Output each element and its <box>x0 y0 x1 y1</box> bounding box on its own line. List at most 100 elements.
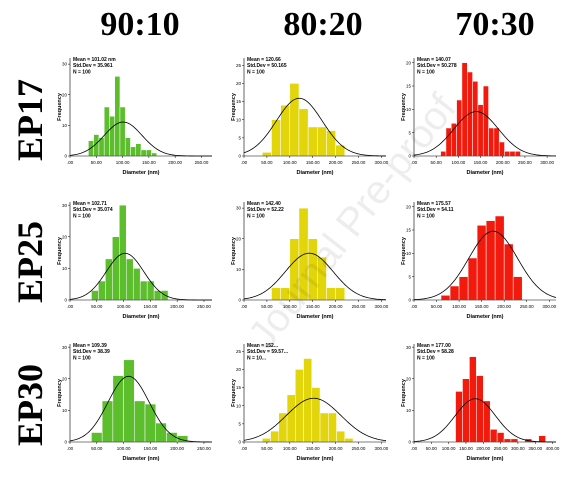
x-tick-label: 250.00 <box>195 160 209 165</box>
x-axis-title: Diameter (nm) <box>123 170 160 176</box>
x-tick-label: 250.00 <box>352 446 366 451</box>
histogram-panel: .00 50.00 100.00 150.00 200.00 250.00 300.00 0 5… <box>401 194 562 322</box>
x-tick-label: 300.00 <box>511 446 525 451</box>
y-tick-label: 5 <box>408 274 411 279</box>
y-tick-label: 15 <box>406 228 412 233</box>
x-tick-label: 50.00 <box>91 304 103 309</box>
histogram-bar <box>509 151 516 157</box>
histogram-svg: .00 50.00 100.00 150.00 200.00 250.00 300.00 0 5… <box>231 57 389 176</box>
y-tick-label: 0 <box>408 298 411 303</box>
x-tick-label: 200.00 <box>329 160 343 165</box>
stats-line: N = 100 <box>73 355 91 361</box>
histogram-bar <box>476 375 484 443</box>
x-tick-label: 150.00 <box>474 160 488 165</box>
y-tick-label: 20 <box>62 376 68 381</box>
x-tick-label: 150.00 <box>142 160 156 165</box>
y-tick-label: 30 <box>406 345 412 350</box>
stats-line: Std.Dev = 58.28 <box>417 349 454 355</box>
histogram-bar <box>317 126 327 157</box>
histogram-bar <box>483 400 491 443</box>
y-tick-label: 5 <box>238 421 241 426</box>
y-tick-label: 0 <box>64 298 67 303</box>
stats-line: N = 100 <box>417 69 435 75</box>
histogram-bar <box>462 378 470 443</box>
histogram-bar <box>124 137 131 157</box>
x-tick-label: 100.00 <box>117 446 131 451</box>
x-tick-label: 250.00 <box>197 446 211 451</box>
x-axis-title: Diameter (nm) <box>467 456 504 462</box>
histogram-bar <box>514 151 521 157</box>
histogram-bar <box>307 238 318 301</box>
y-axis-title: Frequency <box>231 378 237 407</box>
histogram-bar <box>262 152 272 157</box>
x-tick-label: 250.00 <box>352 160 366 165</box>
histogram-panel: .00 50.00 100.00 150.00 200.00 250.00 0 10 20 30 D… <box>57 50 218 178</box>
y-tick-label: 10 <box>236 117 242 122</box>
y-tick-label: 20 <box>62 234 68 239</box>
histogram-bar <box>489 429 498 443</box>
histogram-bar <box>135 143 142 157</box>
histogram-bar <box>455 391 463 443</box>
stats-line: N = 100 <box>73 69 91 75</box>
y-axis-title: Frequency <box>401 236 407 265</box>
y-tick-label: 25 <box>236 349 242 354</box>
histogram-bar <box>494 215 505 301</box>
x-tick-label: .00 <box>411 304 418 309</box>
stats-line: Mean = 109.39 <box>73 343 107 349</box>
x-tick-label: 300.00 <box>375 304 389 309</box>
y-tick-label: 5 <box>408 130 411 135</box>
histogram-panel: .00 50.00 100.00 150.00 200.00 250.00 0 10 20 30 D… <box>57 336 218 464</box>
stats-line: Mean = 177.00 <box>417 343 451 349</box>
x-tick-label: 250.00 <box>518 160 532 165</box>
x-tick-label: 100.00 <box>452 304 466 309</box>
x-tick-label: 150.00 <box>306 446 320 451</box>
stats-line: Mean = 142.40 <box>247 201 281 207</box>
histogram-bar <box>134 400 146 443</box>
histogram-svg: .00 50.00 100.00 150.00 200.00 250.00 300.00 0 5… <box>401 57 557 176</box>
histogram-bar <box>504 151 511 157</box>
histogram-bar <box>155 422 167 443</box>
y-tick-label: 20 <box>236 81 242 86</box>
histogram-svg: .00 50.00 100.00 150.00 200.00 250.00 0 10 20 30 D… <box>57 201 212 320</box>
x-axis-title: Diameter (nm) <box>467 170 504 176</box>
histogram-bar <box>461 62 468 157</box>
x-tick-label: 200.00 <box>496 160 510 165</box>
row-header-ep30: EP30 <box>10 364 50 447</box>
stats-line: Mean = 152... <box>247 343 279 349</box>
y-tick-label: 10 <box>62 123 68 128</box>
normal-curve <box>413 398 557 443</box>
histogram-bar <box>114 76 121 157</box>
x-axis-title: Diameter (nm) <box>297 314 334 320</box>
histogram-bar <box>278 412 288 443</box>
x-tick-label: 100.00 <box>117 304 131 309</box>
histogram-bar <box>105 258 113 301</box>
y-tick-label: 15 <box>236 99 242 104</box>
stats-line: Std.Dev = 50.165 <box>247 63 287 69</box>
histogram-bar <box>456 99 463 157</box>
x-tick-label: 250.00 <box>197 304 211 309</box>
histogram-svg: .00 50.00 100.00 150.00 200.00 250.00 300.00 0 1… <box>231 201 389 320</box>
histogram-bar <box>289 238 300 301</box>
y-tick-label: 30 <box>62 62 68 67</box>
x-tick-label: .00 <box>411 446 418 451</box>
histogram-bar <box>298 108 309 157</box>
x-tick-label: .00 <box>67 304 74 309</box>
y-tick-label: 20 <box>406 376 412 381</box>
x-tick-label: 250.00 <box>520 304 534 309</box>
histogram-svg: .00 50.00 100.00 150.00 200.00 250.00 300.00 0 5… <box>401 201 557 320</box>
stats-line: N = 100 <box>417 355 435 361</box>
histogram-bar <box>488 127 495 157</box>
x-tick-label: 200.00 <box>329 304 343 309</box>
histogram-bar <box>510 438 519 443</box>
x-tick-label: 100.00 <box>116 160 130 165</box>
x-tick-label: 150.00 <box>306 160 320 165</box>
normal-curve <box>243 97 387 157</box>
histogram-svg: .00 50.00 100.00 150.00 200.00 250.00 300.00 0 5… <box>231 343 389 462</box>
histogram-bar <box>109 115 115 157</box>
x-tick-label: .00 <box>67 446 74 451</box>
stats-line: Mean = 102.71 <box>73 201 107 207</box>
histogram-bar <box>476 225 487 301</box>
y-tick-label: 10 <box>236 267 242 272</box>
histogram-panel: .00 50.00 100.00 150.00 200.00 250.00 0 10 20 30 D… <box>57 194 218 322</box>
column-header-80-20: 80:20 <box>283 6 363 43</box>
